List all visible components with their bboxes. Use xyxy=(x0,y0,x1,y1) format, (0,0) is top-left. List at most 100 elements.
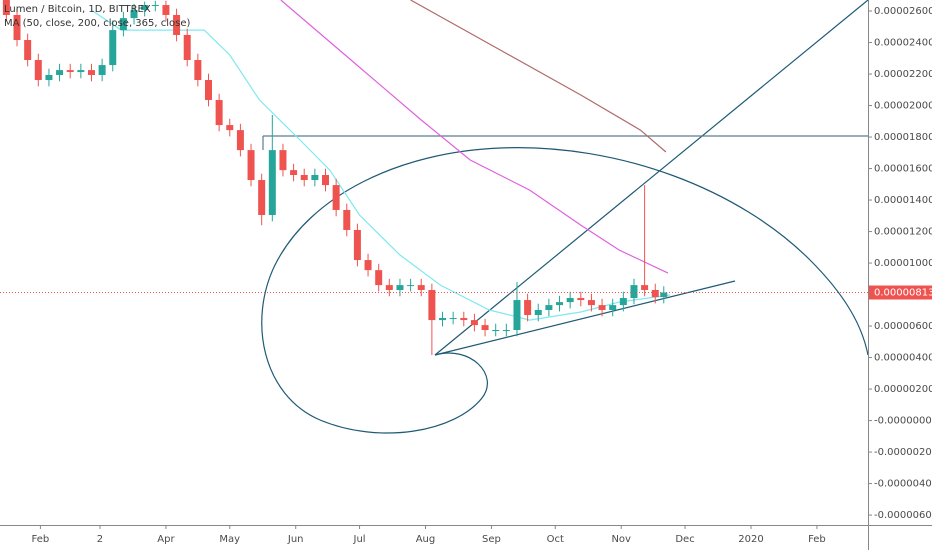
y-tick-label: -0.00000600 xyxy=(874,510,932,521)
candle-body xyxy=(322,175,329,186)
y-tick-label: 0.00000400 xyxy=(874,353,932,364)
candle-body xyxy=(513,300,521,330)
candle-body xyxy=(24,40,32,61)
x-tick-label: Jun xyxy=(287,534,304,545)
candle-body xyxy=(577,298,585,301)
y-tick-label: 0.00002000 xyxy=(874,101,932,112)
candle-body xyxy=(268,150,276,216)
candle-body xyxy=(173,14,181,35)
chart-title: Lumen / Bitcoin, 1D, BITTREX xyxy=(4,4,151,15)
candle-body xyxy=(407,285,415,287)
candle-body xyxy=(375,270,383,286)
candle-body xyxy=(290,170,298,175)
candle-body xyxy=(417,285,425,290)
candle-body xyxy=(449,318,457,320)
x-tick-label: 2020 xyxy=(738,534,763,545)
candle-body xyxy=(236,130,244,151)
candle-body xyxy=(651,289,659,298)
fib-spiral xyxy=(261,147,869,434)
x-tick-label: Jul xyxy=(353,534,366,545)
y-tick-label: 0.00001400 xyxy=(874,195,932,206)
candle-body xyxy=(194,60,202,81)
candle-body xyxy=(77,70,85,72)
candle-body xyxy=(279,150,287,171)
y-tick-label: 0.00001000 xyxy=(874,258,932,269)
candle-body xyxy=(545,305,553,310)
x-tick-label: Apr xyxy=(157,534,175,545)
y-tick-label: 0.00001600 xyxy=(874,164,932,175)
x-tick-label: Oct xyxy=(547,534,564,545)
indicator-legend: MA (50, close, 200, close, 365, close) xyxy=(4,18,191,29)
candle-body xyxy=(34,60,42,81)
last-price-label: 0.00000813 xyxy=(874,288,932,299)
candle-body xyxy=(151,5,159,7)
candle-body xyxy=(439,318,447,321)
candle-body xyxy=(566,298,574,303)
candle-body xyxy=(343,209,351,230)
moving-average xyxy=(280,0,669,274)
candle-body xyxy=(534,309,542,316)
drawings xyxy=(261,0,869,434)
trend-ray xyxy=(434,0,869,356)
moving-average xyxy=(91,9,671,321)
candle-body xyxy=(396,285,404,290)
candle-body xyxy=(524,300,532,316)
candle-body xyxy=(130,10,138,19)
candle-body xyxy=(109,30,117,66)
candle-body xyxy=(87,70,95,75)
candle-body xyxy=(119,18,127,31)
candle-body xyxy=(66,70,74,72)
candle-body xyxy=(247,150,255,181)
moving-average xyxy=(410,0,667,153)
plot-area xyxy=(2,0,671,356)
y-tick-label: 0.00001800 xyxy=(874,132,932,143)
x-tick-label: Aug xyxy=(416,534,436,545)
candle-body xyxy=(556,302,564,306)
candle-body xyxy=(428,289,436,321)
candle-body xyxy=(300,175,308,181)
y-tick-label: 0.00001200 xyxy=(874,227,932,238)
candle-body xyxy=(353,229,361,261)
candle-body xyxy=(619,298,627,306)
y-tick-label: 0.00002400 xyxy=(874,38,932,49)
x-tick-label: Nov xyxy=(611,534,631,545)
candle-body xyxy=(162,5,170,15)
y-tick-label: 0.00002200 xyxy=(874,69,932,80)
candle-body xyxy=(641,285,649,290)
x-tick-label: May xyxy=(219,534,240,545)
x-tick-label: Feb xyxy=(32,534,50,545)
y-tick-label: -0.00000400 xyxy=(874,479,932,490)
candle-body xyxy=(502,329,510,331)
candle-body xyxy=(481,325,489,330)
y-tick-label: -0.00000200 xyxy=(874,447,932,458)
candle-body xyxy=(385,285,393,290)
last-price-box xyxy=(869,285,932,300)
candle-body xyxy=(183,34,191,61)
y-tick-label: 0.00000600 xyxy=(874,321,932,332)
candle-body xyxy=(13,14,21,41)
candle-body xyxy=(215,100,223,126)
candle-body xyxy=(56,70,64,75)
candle-body xyxy=(460,318,468,321)
x-tick-label: Feb xyxy=(808,534,826,545)
candle-body xyxy=(609,305,617,310)
candle-body xyxy=(45,74,53,81)
candle-body xyxy=(587,300,595,306)
candle-body xyxy=(98,65,106,75)
candle-body xyxy=(332,185,340,210)
candle-body xyxy=(630,285,638,299)
x-tick-label: 2 xyxy=(97,534,103,545)
trend-line xyxy=(434,280,736,356)
candle-body xyxy=(364,260,372,271)
x-tick-label: Sep xyxy=(482,534,501,545)
x-tick-label: Dec xyxy=(675,534,694,545)
candle-body xyxy=(492,329,500,331)
y-tick-label: 0.00002600 xyxy=(874,6,932,17)
candle-body xyxy=(470,320,478,326)
y-tick-label: 0.00000200 xyxy=(874,384,932,395)
y-tick-label: -0.00000000 xyxy=(874,416,932,427)
candle-body xyxy=(204,80,212,101)
candle-body xyxy=(258,180,266,216)
